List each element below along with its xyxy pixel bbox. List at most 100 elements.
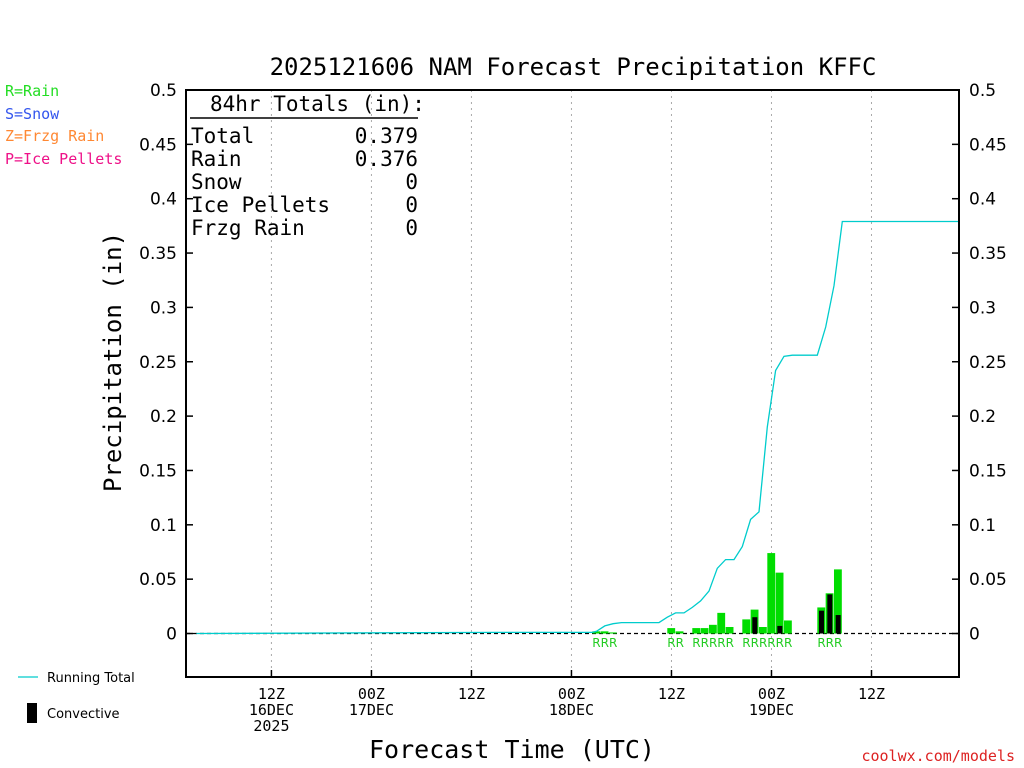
rain-bar: [608, 632, 617, 634]
rain-bar: [717, 612, 726, 634]
precip-type-code: R: [592, 636, 600, 650]
totals-value-snow: 0: [405, 170, 418, 194]
y-tick-label-left: 0: [166, 625, 177, 645]
x-tick-label: 2025: [253, 717, 289, 735]
rain-bar: [708, 624, 717, 634]
x-tick-label: 12Z: [858, 685, 885, 703]
convective-bar: [827, 594, 833, 634]
precip-type-code: R: [742, 636, 750, 650]
convective-bar: [818, 610, 824, 634]
y-tick-label-right: 0.2: [969, 407, 996, 427]
rain-bar: [592, 631, 601, 634]
y-tick-label-left: 0.45: [139, 135, 177, 155]
running-total-line: [196, 220, 959, 635]
x-tick-label: 00Z: [758, 685, 785, 703]
y-tick-label-right: 0.45: [969, 135, 1007, 155]
credit-text: coolwx.com/models: [861, 747, 1015, 765]
rain-bar: [767, 553, 776, 634]
totals-value-total: 0.379: [355, 124, 418, 148]
totals-value-rain: 0.376: [355, 147, 418, 171]
y-tick-label-left: 0.05: [139, 570, 177, 590]
x-tick-label: 12Z: [458, 685, 485, 703]
y-tick-label-left: 0.35: [139, 244, 177, 264]
type-legend-frzg-rain: Z=Frzg Rain: [5, 127, 104, 145]
plot-frame: [185, 89, 960, 678]
precip-type-code: R: [817, 636, 825, 650]
x-tick-label: 19DEC: [749, 701, 794, 719]
running-total-series: [196, 220, 959, 635]
precip-type-code: R: [767, 636, 775, 650]
x-tick-label: 00Z: [558, 685, 585, 703]
totals-box: 84hr Totals (in): Total 0.379 Rain 0.376…: [190, 92, 425, 240]
precip-type-code: R: [726, 636, 734, 650]
y-tick-label-right: 0.05: [969, 570, 1007, 590]
rain-bar: [600, 631, 609, 634]
x-tick-label: 16DEC: [249, 701, 294, 719]
precip-type-code: R: [676, 636, 684, 650]
precip-type-code: R: [751, 636, 759, 650]
type-legend: R=Rain S=Snow Z=Frzg Rain P=Ice Pellets: [5, 82, 122, 168]
rain-bar: [692, 628, 701, 634]
totals-label-total: Total: [191, 124, 254, 148]
convective-bar: [835, 615, 841, 634]
y-tick-label-left: 0.25: [139, 353, 177, 373]
chart-title: 2025121606 NAM Forecast Precipitation KF…: [270, 53, 877, 81]
running-total-legend-label: Running Total: [47, 671, 135, 686]
x-tick-label: 00Z: [358, 685, 385, 703]
y-tick-label-left: 0.15: [139, 461, 177, 481]
type-legend-snow: S=Snow: [5, 105, 60, 123]
y-tick-label-right: 0.35: [969, 244, 1007, 264]
x-tick-label: 12Z: [258, 685, 285, 703]
y-tick-label-right: 0.1: [969, 516, 996, 536]
rain-bar: [833, 569, 842, 634]
rain-bar: [700, 628, 709, 634]
rain-bar: [758, 626, 767, 634]
y-tick-label-left: 0.1: [150, 516, 177, 536]
precip-type-code: R: [784, 636, 792, 650]
totals-value-ice-pellets: 0: [405, 193, 418, 217]
rain-bar: [725, 626, 734, 634]
x-tick-label: 17DEC: [349, 701, 394, 719]
x-axis-label: Forecast Time (UTC): [369, 735, 655, 764]
rain-bar: [675, 631, 684, 634]
y-tick-label-left: 0.2: [150, 407, 177, 427]
precip-type-code: R: [709, 636, 717, 650]
y-tick-label-right: 0: [969, 625, 980, 645]
precip-type-code: R: [609, 636, 617, 650]
x-tick-label: 12Z: [658, 685, 685, 703]
precip-type-code: R: [717, 636, 725, 650]
totals-value-frzg-rain: 0: [405, 216, 418, 240]
y-tick-label-right: 0.5: [969, 81, 996, 101]
precip-type-code: R: [776, 636, 784, 650]
rain-bar: [783, 620, 792, 634]
y-tick-label-right: 0.3: [969, 298, 996, 318]
rain-bar: [667, 628, 676, 634]
type-legend-rain: R=Rain: [5, 82, 59, 100]
precip-type-code: R: [834, 636, 842, 650]
bar-series: [592, 553, 842, 634]
series-legend: Running Total Convective: [18, 671, 135, 723]
precip-type-code: R: [692, 636, 700, 650]
convective-legend-swatch: [27, 703, 37, 723]
y-tick-label-right: 0.4: [969, 190, 996, 210]
y-tick-label-left: 0.3: [150, 298, 177, 318]
precip-type-code: R: [667, 636, 675, 650]
rain-bar: [775, 572, 784, 634]
precip-type-code: R: [701, 636, 709, 650]
type-legend-ice-pellets: P=Ice Pellets: [5, 150, 122, 168]
totals-label-snow: Snow: [191, 170, 242, 194]
totals-label-rain: Rain: [191, 147, 242, 171]
y-tick-label-left: 0.5: [150, 81, 177, 101]
y-tick-label-right: 0.25: [969, 353, 1007, 373]
precip-type-code: R: [826, 636, 834, 650]
precip-type-code: R: [759, 636, 767, 650]
rain-bar: [742, 619, 751, 634]
y-tick-label-right: 0.15: [969, 461, 1007, 481]
y-tick-label-left: 0.4: [150, 190, 177, 210]
convective-bar: [752, 617, 758, 634]
y-axis-ticks: 0.5 0.5 0.45 0.45 0.4 0.4 0.35 0.35 0.3 0.3 0.25 0.…: [139, 81, 1007, 645]
totals-label-ice-pellets: Ice Pellets: [191, 193, 330, 217]
